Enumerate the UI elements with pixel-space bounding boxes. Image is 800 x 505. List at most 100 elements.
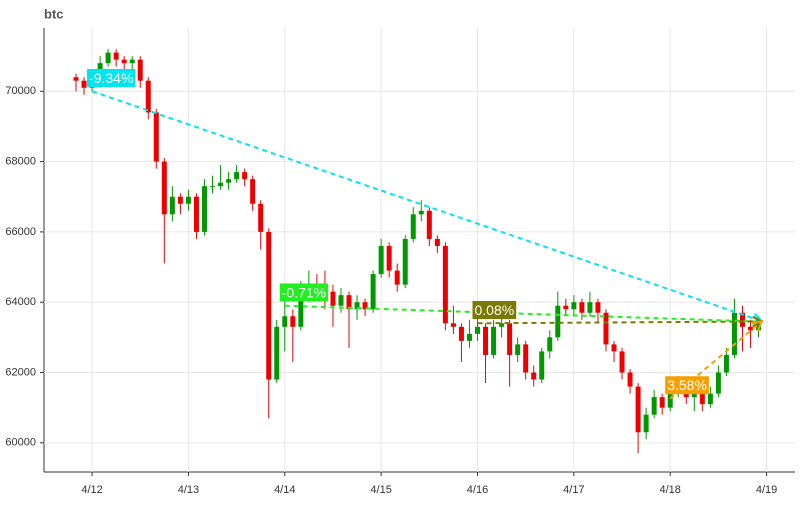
candle-body (547, 337, 553, 352)
candle-body (169, 196, 175, 215)
candle-body (635, 386, 641, 433)
annotation-label: 0.08% (472, 301, 517, 320)
candle-body (659, 397, 665, 408)
candle-body (274, 326, 280, 380)
candle-body (338, 295, 344, 306)
annotation-text: -0.71% (282, 284, 326, 300)
candle-body (81, 80, 87, 88)
candle-body (258, 203, 264, 232)
candle-body (250, 179, 256, 204)
candle-body (218, 182, 224, 187)
candle-body (266, 231, 272, 380)
y-tick-label: 60000 (5, 437, 36, 449)
candle-body (458, 326, 464, 341)
y-tick-label: 70000 (5, 85, 36, 97)
candle-body (731, 312, 737, 355)
candle-body (691, 393, 697, 398)
candle-body (483, 326, 489, 355)
label-background (665, 376, 709, 395)
candle-body (153, 112, 159, 162)
x-tick-label: 4/17 (563, 484, 584, 496)
annotation-label: -9.34% (87, 68, 136, 87)
trend-line (91, 90, 762, 323)
y-tick-label: 66000 (5, 226, 36, 238)
chart-title: btc (44, 6, 64, 21)
candle-body (113, 52, 119, 60)
candle-body (145, 80, 151, 113)
candle-body (346, 295, 352, 310)
candle-body (587, 302, 593, 313)
y-tick-label: 64000 (5, 296, 36, 308)
candle-body (723, 354, 729, 373)
candle-body (201, 186, 207, 232)
candle-body (442, 245, 448, 324)
candle-body (466, 333, 472, 341)
candle-body (410, 214, 416, 239)
candle-body (651, 397, 657, 415)
candle-body (73, 77, 79, 81)
label-background (472, 301, 517, 320)
candle-body (579, 302, 585, 313)
candle-body (394, 270, 400, 285)
candle-body (531, 372, 537, 380)
candle-body (354, 302, 360, 310)
candle-body (290, 316, 296, 327)
annotation-label: -0.71% (279, 283, 329, 302)
arrow-head (751, 320, 764, 332)
candle-body (402, 238, 408, 285)
candle-body (603, 312, 609, 345)
label-background (87, 68, 136, 87)
candle-body (362, 302, 368, 310)
candle-body (330, 291, 336, 306)
candle-body (161, 161, 167, 215)
candle-body (667, 393, 673, 408)
candle-body (210, 186, 216, 188)
candle-body (426, 210, 432, 239)
annotation-text: -9.34% (89, 70, 133, 86)
grid (44, 28, 795, 472)
candle-body (434, 238, 440, 246)
candle-body (515, 344, 521, 355)
candle-body (386, 245, 392, 271)
y-tick-label: 62000 (5, 366, 36, 378)
candle-body (739, 312, 745, 327)
candle-body (748, 326, 754, 331)
candle-body (523, 344, 529, 373)
trend-line (477, 320, 762, 325)
candle-body (619, 351, 625, 373)
candle-body (571, 302, 577, 310)
candle-body (193, 196, 199, 232)
x-tick-label: 4/15 (370, 484, 391, 496)
annotations: -9.34% -0.71% 0.08% 3.58% (87, 68, 764, 400)
annotation-label: 3.58% (665, 376, 709, 395)
candle-body (555, 305, 561, 338)
candles (73, 49, 762, 454)
x-tick-label: 4/18 (660, 484, 681, 496)
candle-body (595, 302, 601, 313)
candle-body (105, 52, 111, 64)
candle-body (137, 59, 143, 81)
candle-body (298, 295, 304, 327)
candle-body (121, 59, 127, 64)
candle-body (563, 305, 569, 310)
candle-body (234, 172, 240, 180)
candle-body (177, 196, 183, 204)
candle-body (699, 393, 705, 405)
candle-body (539, 351, 545, 380)
x-tick-label: 4/12 (81, 484, 102, 496)
x-tick-label: 4/19 (756, 484, 777, 496)
candle-body (378, 245, 384, 275)
candle-body (707, 393, 713, 405)
trend-line (284, 304, 762, 323)
annotation-text: 0.08% (475, 302, 515, 318)
candle-body (491, 326, 497, 355)
candle-body (507, 323, 513, 355)
candle-body (418, 210, 424, 215)
candle-body (129, 59, 135, 64)
candle-body (643, 414, 649, 433)
candle-body (450, 323, 456, 327)
x-tick-label: 4/14 (274, 484, 295, 496)
candle-body (242, 172, 248, 180)
